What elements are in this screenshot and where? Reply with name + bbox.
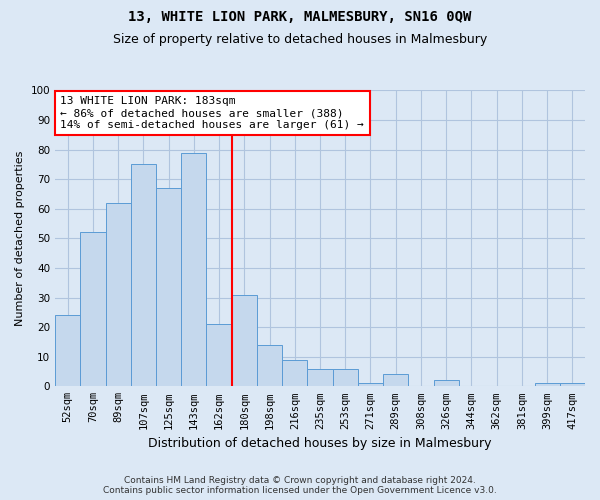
Text: Contains HM Land Registry data © Crown copyright and database right 2024.
Contai: Contains HM Land Registry data © Crown c… [103, 476, 497, 495]
Bar [80, 232, 106, 386]
Bar [307, 368, 332, 386]
Bar [156, 188, 181, 386]
Bar [55, 316, 80, 386]
Bar [282, 360, 307, 386]
Bar [106, 203, 131, 386]
Text: Size of property relative to detached houses in Malmesbury: Size of property relative to detached ho… [113, 32, 487, 46]
Bar [206, 324, 232, 386]
Bar [181, 152, 206, 386]
Bar [332, 368, 358, 386]
Y-axis label: Number of detached properties: Number of detached properties [15, 150, 25, 326]
Text: 13 WHITE LION PARK: 183sqm
← 86% of detached houses are smaller (388)
14% of sem: 13 WHITE LION PARK: 183sqm ← 86% of deta… [61, 96, 364, 130]
X-axis label: Distribution of detached houses by size in Malmesbury: Distribution of detached houses by size … [148, 437, 492, 450]
Bar [232, 294, 257, 386]
Bar [434, 380, 459, 386]
Bar [257, 345, 282, 387]
Bar [383, 374, 409, 386]
Bar [535, 384, 560, 386]
Text: 13, WHITE LION PARK, MALMESBURY, SN16 0QW: 13, WHITE LION PARK, MALMESBURY, SN16 0Q… [128, 10, 472, 24]
Bar [358, 384, 383, 386]
Bar [560, 384, 585, 386]
Bar [131, 164, 156, 386]
